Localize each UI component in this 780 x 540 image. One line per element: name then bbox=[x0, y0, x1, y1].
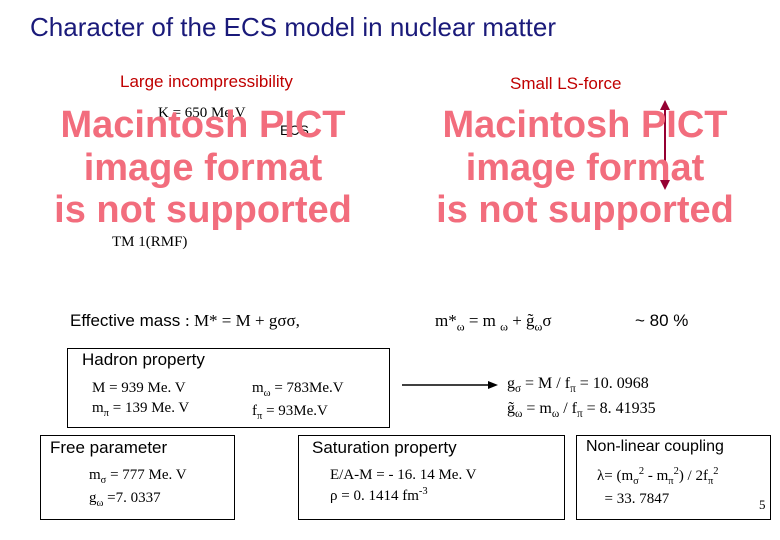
hadron-left-values: M = 939 Me. V mπ = 139 Me. V bbox=[92, 378, 189, 421]
saturation-property-title: Saturation property bbox=[312, 438, 457, 458]
large-incompressibility-label: Large incompressibility bbox=[120, 72, 293, 92]
saturation-property-values: E/A-M = - 16. 14 Me. V ρ = 0. 1414 fm-3 bbox=[330, 465, 477, 507]
tm1-rmf-label: TM 1(RMF) bbox=[112, 234, 187, 251]
mac-pict-placeholder-right: Macintosh PICT image format is not suppo… bbox=[405, 104, 765, 232]
slide-title: Character of the ECS model in nuclear ma… bbox=[30, 12, 556, 43]
nonlinear-coupling-title: Non-linear coupling bbox=[586, 438, 724, 456]
eighty-percent: ~ 80 % bbox=[635, 311, 688, 331]
m-omega-equation: m*ω = m ω + g̃ωσ bbox=[435, 311, 552, 334]
page-number: 5 bbox=[759, 497, 766, 513]
hadron-arrow bbox=[400, 378, 500, 392]
effective-mass-line: Effective mass : M* = M + gσσ, bbox=[70, 311, 300, 331]
hadron-right-values: mω = 783Me.V fπ = 93Me.V bbox=[252, 378, 344, 424]
mac-pict-placeholder-left: Macintosh PICT image format is not suppo… bbox=[18, 104, 388, 232]
small-ls-force-label: Small LS-force bbox=[510, 74, 621, 94]
hadron-property-title: Hadron property bbox=[82, 350, 205, 370]
free-parameter-title: Free parameter bbox=[50, 438, 167, 458]
g-sigma-equations: gσ = M / fπ = 10. 0968 g̃ω = mω / fπ = 8… bbox=[507, 372, 656, 423]
nonlinear-coupling-values: λ= (mσ2 - mπ2) / 2fπ2 = 33. 7847 bbox=[597, 465, 719, 509]
free-parameter-values: mσ = 777 Me. V gω =7. 0337 bbox=[89, 465, 187, 511]
